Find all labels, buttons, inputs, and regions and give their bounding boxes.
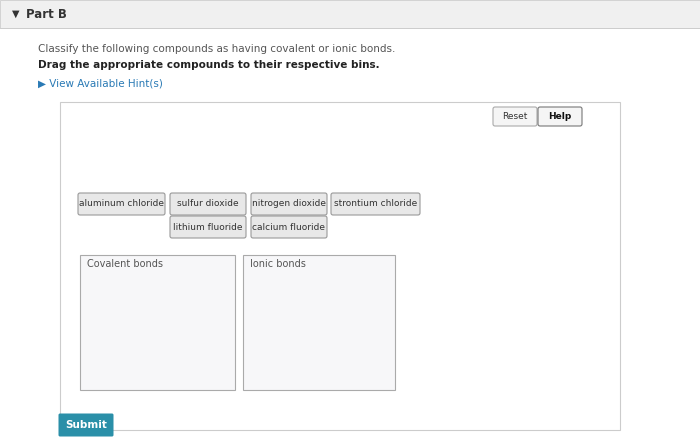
Text: lithium fluoride: lithium fluoride <box>174 222 243 231</box>
Bar <box>60 102 620 430</box>
Text: Covalent bonds: Covalent bonds <box>87 259 163 269</box>
FancyBboxPatch shape <box>493 107 537 126</box>
FancyBboxPatch shape <box>251 216 327 238</box>
Text: sulfur dioxide: sulfur dioxide <box>177 199 239 209</box>
Text: calcium fluoride: calcium fluoride <box>253 222 326 231</box>
Text: ▼: ▼ <box>12 9 20 19</box>
Text: nitrogen dioxide: nitrogen dioxide <box>252 199 326 209</box>
FancyBboxPatch shape <box>59 413 113 437</box>
FancyBboxPatch shape <box>251 193 327 215</box>
FancyBboxPatch shape <box>170 193 246 215</box>
Text: Classify the following compounds as having covalent or ionic bonds.: Classify the following compounds as havi… <box>38 44 395 54</box>
Text: Ionic bonds: Ionic bonds <box>250 259 306 269</box>
Text: strontium chloride: strontium chloride <box>334 199 417 209</box>
Text: Drag the appropriate compounds to their respective bins.: Drag the appropriate compounds to their … <box>38 60 379 70</box>
Text: Submit: Submit <box>65 420 107 430</box>
Text: Part B: Part B <box>26 8 67 20</box>
Text: Reset: Reset <box>503 112 528 121</box>
Text: aluminum chloride: aluminum chloride <box>79 199 164 209</box>
Text: ▶ View Available Hint(s): ▶ View Available Hint(s) <box>38 78 163 88</box>
Bar <box>0 0 700 28</box>
Bar <box>80 255 235 390</box>
FancyBboxPatch shape <box>170 216 246 238</box>
FancyBboxPatch shape <box>331 193 420 215</box>
Bar <box>243 255 395 390</box>
FancyBboxPatch shape <box>78 193 165 215</box>
Text: Help: Help <box>548 112 572 121</box>
FancyBboxPatch shape <box>538 107 582 126</box>
